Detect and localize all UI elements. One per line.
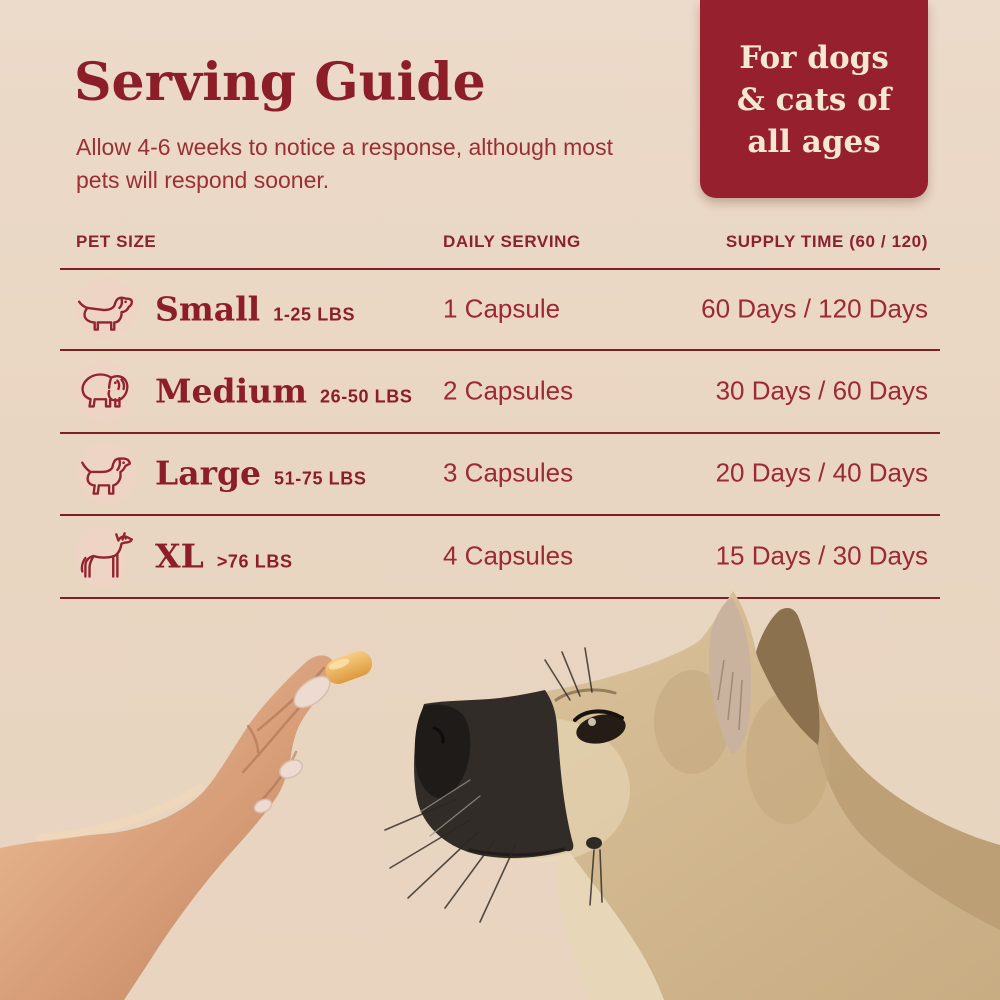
supply-value: 20 Days / 40 Days	[715, 457, 928, 488]
capsule	[325, 651, 373, 684]
column-header-supply-time: SUPPLY TIME (60 / 120)	[725, 232, 928, 251]
supply-value: 60 Days / 120 Days	[701, 293, 928, 323]
badge-line: & cats of	[736, 82, 892, 118]
supply-value: 30 Days / 60 Days	[715, 375, 928, 405]
table-row: Medium 26-50 LBS 2 Capsules 30 Days / 60…	[60, 351, 940, 430]
weight-label: 26-50 LBS	[320, 386, 413, 406]
hand-photo	[0, 651, 373, 1000]
table-row: XL >76 LBS 4 Capsules 15 Days / 30 Days	[60, 516, 940, 595]
divider	[60, 349, 940, 351]
weight-label: >76 LBS	[216, 551, 293, 571]
retriever-icon	[72, 440, 138, 506]
serving-value: 1 Capsule	[443, 293, 561, 323]
weight-label: 51-75 LBS	[274, 468, 367, 489]
page-subtitle: Allow 4-6 weeks to notice a response, al…	[76, 134, 613, 193]
serving-value: 4 Capsules	[443, 540, 574, 570]
divider	[60, 597, 940, 599]
supply-value: 15 Days / 30 Days	[715, 540, 928, 570]
size-label: Large	[155, 453, 262, 493]
size-label: Small	[155, 289, 261, 328]
dachshund-icon	[72, 276, 138, 342]
table-row: Small 1-25 LBS 1 Capsule 60 Days / 120 D…	[60, 270, 940, 347]
ages-badge: For dogs & cats of all ages	[700, 0, 928, 198]
badge-line: For dogs	[739, 40, 889, 76]
great-dane-icon	[72, 523, 138, 589]
weight-label: 1-25 LBS	[273, 304, 356, 324]
serving-value: 3 Capsules	[443, 457, 574, 488]
column-header-daily-serving: DAILY SERVING	[443, 232, 581, 251]
table-row: Large 51-75 LBS 3 Capsules 20 Days / 40 …	[60, 434, 940, 512]
divider	[60, 432, 940, 434]
badge-line: all ages	[747, 124, 881, 160]
column-header-pet-size: PET SIZE	[76, 232, 157, 251]
dog-photo	[384, 591, 1000, 1000]
divider	[60, 268, 940, 270]
serving-value: 2 Capsules	[443, 375, 574, 405]
dog-and-hand-photo	[0, 591, 1000, 1000]
size-label: XL	[155, 536, 204, 575]
table-header-row: PET SIZE DAILY SERVING SUPPLY TIME (60 /…	[60, 228, 940, 256]
page-title: Serving Guide	[74, 52, 486, 113]
size-label: Medium	[155, 371, 308, 410]
bulldog-icon	[72, 358, 138, 424]
divider	[60, 514, 940, 516]
